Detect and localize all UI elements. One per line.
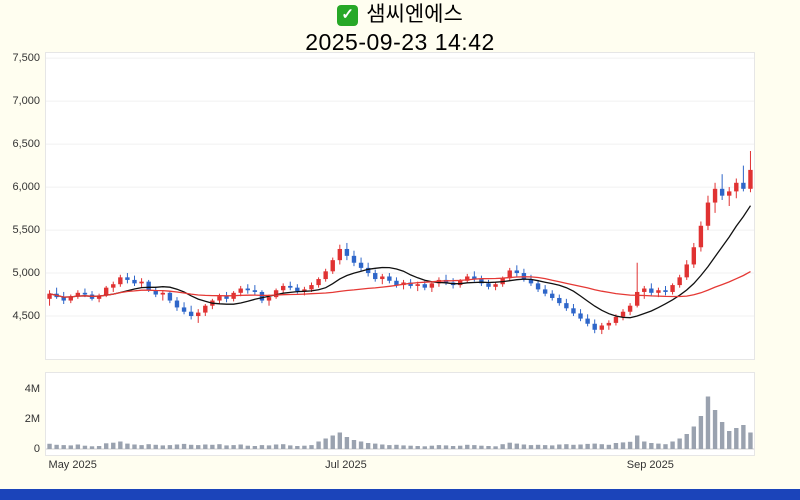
candles-group [47, 150, 753, 335]
volume-y-tick-label: 0 [33, 443, 40, 455]
volume-chart-panel [45, 372, 755, 456]
price-y-tick-label: 5,000 [12, 267, 40, 280]
ma-long-line [49, 271, 751, 298]
x-tick-label: Jul 2025 [325, 459, 367, 471]
price-y-tick-label: 6,000 [12, 181, 40, 194]
volume-bars-group [47, 396, 753, 449]
ma-short-line [49, 205, 752, 319]
price-y-tick-label: 4,500 [12, 310, 40, 323]
chart-datetime: 2025-09-23 14:42 [305, 29, 495, 55]
x-tick-label: May 2025 [48, 459, 97, 471]
price-y-tick-label: 7,000 [12, 95, 40, 108]
price-y-axis-labels: 4,500 5,000 5,500 6,000 6,500 7,000 7,500 [0, 0, 45, 500]
x-axis-labels: May 2025 Jul 2025 Sep 2025 [45, 459, 755, 473]
price-chart-panel [45, 52, 755, 360]
price-y-tick-label: 6,500 [12, 138, 40, 151]
candlestick-chart [46, 57, 754, 335]
volume-y-tick-label: 2M [24, 413, 40, 425]
checkbox-icon[interactable]: ✓ [337, 4, 359, 26]
volume-chart [46, 396, 754, 450]
x-tick-label: Sep 2025 [626, 459, 674, 471]
stock-title-row: ✓ 샘씨엔에스 [0, 3, 800, 27]
stock-name: 샘씨엔에스 [366, 3, 463, 26]
volume-y-axis-labels: 0 2M 4M [0, 0, 45, 500]
chart-header: ✓ 샘씨엔에스 2025-09-23 14:42 [0, 3, 800, 56]
volume-y-tick-label: 4M [24, 383, 40, 395]
price-y-tick-label: 5,500 [12, 224, 40, 237]
horizontal-scrollbar[interactable] [0, 489, 800, 500]
